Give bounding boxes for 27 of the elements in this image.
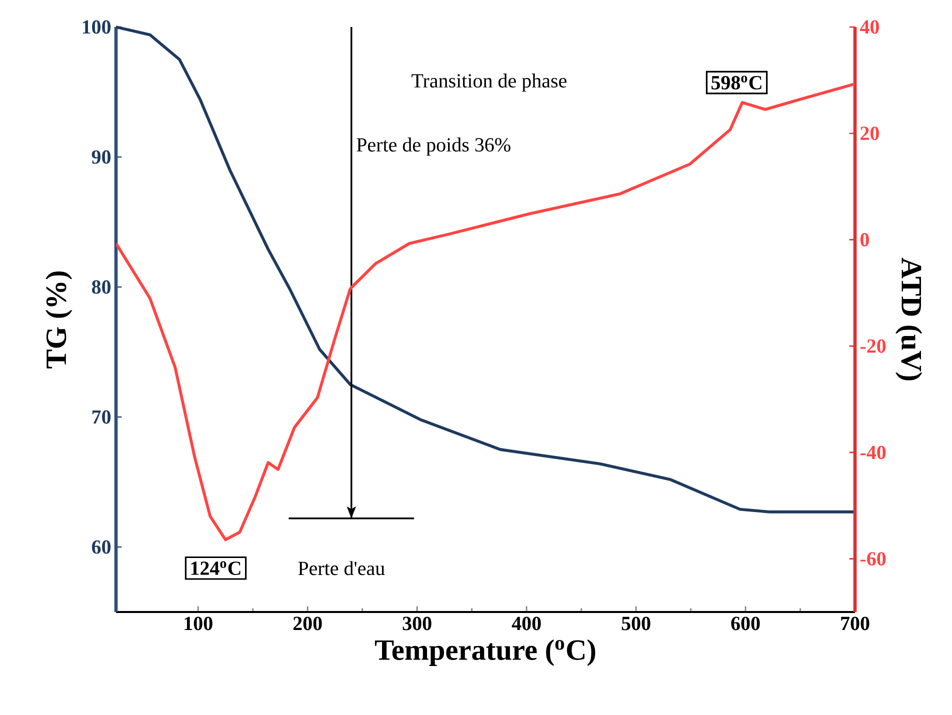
- y-axis-title: TG (%): [46, 271, 72, 368]
- ref-line-label: Perte de poids 36%: [356, 138, 510, 156]
- y2-tick-label: 0: [860, 232, 869, 246]
- annotation: Transition de phase: [412, 74, 566, 92]
- y-tick-label: 60: [92, 540, 111, 554]
- y2-axis-title: ATD (uV): [896, 258, 922, 380]
- y2-tick-label: -20: [860, 339, 886, 353]
- annotation: 598$^{o}$C: [712, 76, 762, 90]
- x-tick-label: 300: [402, 616, 432, 630]
- annotation: 124$^{o}$C: [191, 561, 240, 575]
- line-series: [114, 26, 856, 514]
- y2-tick-label: -60: [860, 552, 886, 566]
- annotation: Perte d'eau: [298, 561, 385, 576]
- x-tick-label: 500: [622, 616, 650, 630]
- y2-tick-label: 20: [860, 126, 879, 140]
- x-tick-label: 100: [184, 616, 212, 630]
- x-tick-label: 700: [841, 616, 870, 630]
- y-tick-label: 100: [82, 20, 111, 34]
- y-tick-label: 80: [92, 280, 111, 294]
- x-tick-label: 200: [293, 616, 322, 630]
- y-tick-label: 90: [92, 150, 111, 164]
- y2-tick-label: -40: [860, 446, 886, 460]
- y2-tick-label: 40: [860, 20, 879, 34]
- x-axis-title: Temperature ($^{o}$C): [375, 639, 596, 666]
- y-tick-label: 70: [92, 410, 111, 424]
- x-tick-label: 600: [731, 616, 760, 630]
- x-tick-label: 400: [512, 616, 541, 630]
